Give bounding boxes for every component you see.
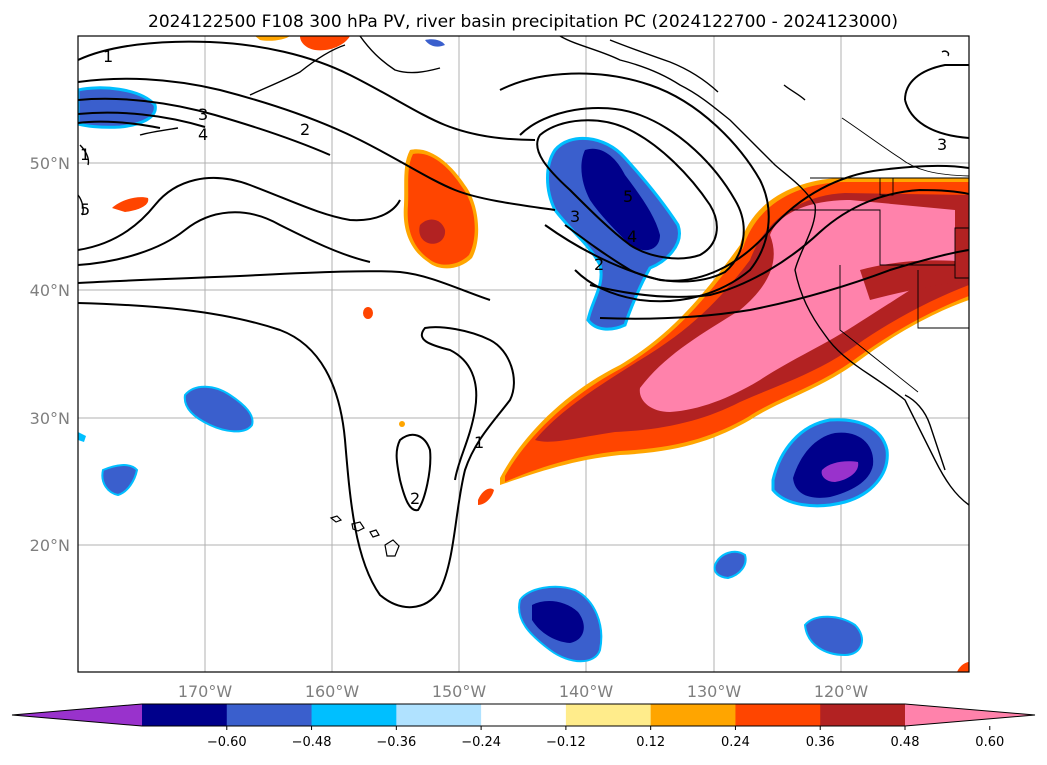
map-frame xyxy=(77,35,970,673)
colorbar-tick-label: −0.36 xyxy=(376,735,416,750)
precip-positive-pacific-blob xyxy=(403,149,479,269)
colorbar-segment xyxy=(820,704,906,726)
pv-contours xyxy=(78,40,969,609)
plot-title: 2024122500 F108 300 hPa PV, river basin … xyxy=(148,12,898,32)
colorbar-segment xyxy=(650,704,736,726)
contour-label: 1 xyxy=(474,433,484,452)
colorbar-segment xyxy=(735,704,821,726)
contour-label: 3 xyxy=(198,105,208,124)
latitude-labels: 50°N 40°N 30°N 20°N xyxy=(30,154,70,555)
colorbar-tick-label: −0.24 xyxy=(461,735,501,750)
colorbar-segment xyxy=(396,704,482,726)
colorbar-extend-low xyxy=(12,704,142,726)
colorbar-tick-label: 0.24 xyxy=(721,735,750,750)
contour-label: 2 xyxy=(410,489,420,508)
colorbar-segment xyxy=(311,704,397,726)
contour-label: 2 xyxy=(300,120,310,139)
contour-label: 3 xyxy=(570,207,580,226)
colorbar-tick-label: 0.48 xyxy=(891,735,920,750)
contour-label: 1 xyxy=(103,47,113,66)
colorbar-segment xyxy=(142,704,228,726)
colorbar-outline xyxy=(11,703,1036,727)
colorbar-tick-label: −0.12 xyxy=(546,735,586,750)
precip-positive-small-areas xyxy=(112,36,969,672)
contour-label: 1 xyxy=(80,145,90,164)
colorbar-tick-label: 0.60 xyxy=(975,735,1004,750)
hawaii-islands xyxy=(329,515,400,557)
precip-negative-areas xyxy=(78,39,889,663)
contour-label: 3 xyxy=(937,135,947,154)
colorbar-tick-label: −0.60 xyxy=(207,735,247,750)
lon-label: 140°W xyxy=(559,682,614,701)
map-panel: 1 2 3 4 5 1 2 3 4 5 2 1 3 xyxy=(77,35,970,673)
lat-label: 20°N xyxy=(30,536,70,555)
lon-label: 120°W xyxy=(814,682,869,701)
colorbar-tick-label: 0.36 xyxy=(806,735,835,750)
colorbar: −0.60 −0.48 −0.36 −0.24 −0.12 0.12 0.24 0.36 0.4… xyxy=(11,703,1036,750)
longitude-labels: 170°W 160°W 150°W 140°W 130°W 120°W xyxy=(178,682,869,701)
contour-label: 2 xyxy=(594,255,604,274)
colorbar-extend-high xyxy=(905,704,1035,726)
lon-label: 150°W xyxy=(432,682,487,701)
contour-label: 5 xyxy=(623,187,633,206)
lon-label: 130°W xyxy=(687,682,742,701)
political-boundaries xyxy=(790,117,969,393)
contour-label: 5 xyxy=(80,200,90,219)
colorbar-tick-label: 0.12 xyxy=(636,735,665,750)
lat-label: 40°N xyxy=(30,281,70,300)
colorbar-segment xyxy=(481,704,567,726)
lat-label: 50°N xyxy=(30,154,70,173)
colorbar-segment xyxy=(565,704,652,726)
colorbar-segment xyxy=(226,704,313,726)
lon-label: 160°W xyxy=(305,682,360,701)
contour-labels: 1 2 3 4 5 1 2 3 4 5 2 1 3 xyxy=(80,47,947,508)
coastlines xyxy=(78,36,969,506)
lon-label: 170°W xyxy=(178,682,233,701)
lat-label: 30°N xyxy=(30,409,70,428)
contour-label: 4 xyxy=(198,125,208,144)
contour-label: 4 xyxy=(627,227,637,246)
colorbar-tick-label: −0.48 xyxy=(292,735,332,750)
